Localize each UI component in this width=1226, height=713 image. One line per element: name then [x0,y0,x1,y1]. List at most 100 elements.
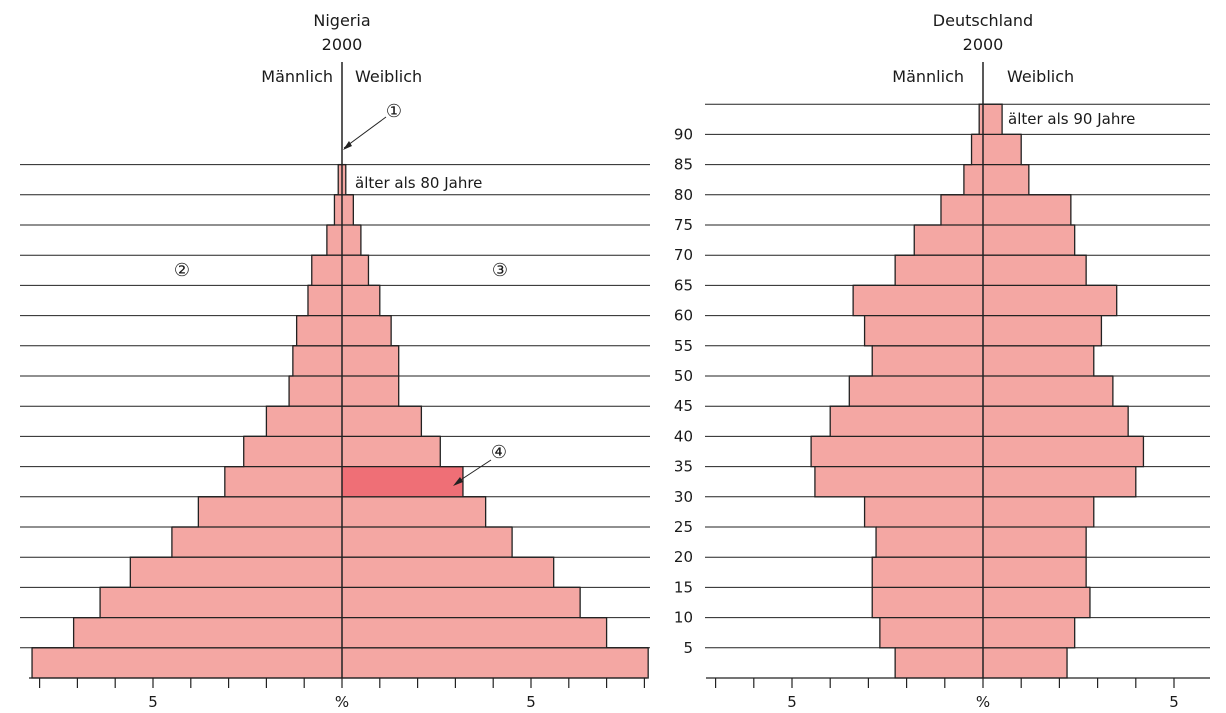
nigeria-male-bar-35-39 [243,436,342,467]
age-tick-label: 75 [674,216,693,234]
age-tick-label: 35 [674,458,693,476]
marker-2: ② [174,260,190,281]
marker-4: ④ [491,442,507,463]
germany-male-bar-80-84 [963,164,983,195]
marker-4-arrowhead [453,477,463,486]
nigeria-male-bar-0-4 [32,647,342,678]
age-tick-label: 45 [674,397,693,415]
germany-female-bar-25-29 [983,496,1094,527]
nigeria-female-bar-25-29 [342,496,486,527]
germany-female-bar-90+ [983,104,1003,135]
age-tick-label: 15 [674,578,693,596]
germany-female-bar-10-14 [983,587,1090,618]
age-tick-label: 50 [674,367,693,385]
axis-layer [29,62,1210,688]
nigeria-male-bar-5-9 [73,617,343,648]
age-tick-label: 30 [674,488,693,506]
germany-female-bar-30-34 [983,466,1136,497]
germany-female-bar-75-79 [983,194,1071,225]
age-tick-label: 85 [674,156,693,174]
germany-female-bar-60-64 [983,285,1117,316]
age-tick-label: 60 [674,307,693,325]
nigeria-female-bar-55-59 [342,315,392,346]
marker-3: ③ [492,260,508,281]
germany-female-bar-35-39 [983,436,1144,467]
germany-older-90-label: älter als 90 Jahre [1008,110,1135,128]
germany-male-bar-65-69 [895,255,983,286]
germany-male-bar-60-64 [853,285,983,316]
nigeria-male-outline [31,163,342,679]
germany-female-label: Weiblich [1007,67,1074,86]
age-tick-label: 90 [674,125,693,143]
nigeria-older-80-label: älter als 80 Jahre [355,174,482,192]
germany-female-bar-70-74 [983,225,1075,256]
nigeria-male-bar-30-34 [224,466,342,497]
nigeria-subtitle: 2000 [322,35,363,54]
marker-4-leader [455,459,492,484]
germany-female-bar-65-69 [983,255,1087,286]
germany-male-bar-85-89 [971,134,983,165]
nigeria-male-bar-20-24 [171,527,342,558]
nigeria-male-bar-60-64 [307,285,342,316]
nigeria-x-tick-center: % [335,693,349,711]
nigeria-female-bar-10-14 [342,587,581,618]
germany-male-bar-50-54 [872,345,983,376]
nigeria-female-bar-50-54 [342,345,399,376]
germany-female-bar-15-19 [983,557,1087,588]
nigeria-female-bar-70-74 [342,225,361,256]
germany-male-bar-55-59 [864,315,983,346]
germany-x-tick-center: % [976,693,990,711]
age-tick-label: 5 [683,639,693,657]
age-tick-label: 55 [674,337,693,355]
germany-male-bar-35-39 [811,436,983,467]
age-tick-label: 20 [674,548,693,566]
nigeria-female-bar-35-39 [342,436,441,467]
nigeria-male-bar-70-74 [326,225,342,256]
age-tick-label: 25 [674,518,693,536]
nigeria-female-bar-5-9 [342,617,607,648]
age-tick-label: 80 [674,186,693,204]
nigeria-female-bar-15-19 [342,557,554,588]
nigeria-male-bar-50-54 [292,345,342,376]
nigeria-x-tick-left: 5 [148,693,158,711]
germany-male-bar-15-19 [872,557,983,588]
germany-female-bar-85-89 [983,134,1022,165]
nigeria-female-bar-80+ [342,164,346,195]
germany-female-bar-40-44 [983,406,1129,437]
nigeria-female-bar-45-49 [342,376,399,407]
marker-1: ① [386,101,402,122]
germany-male-bar-45-49 [849,376,983,407]
nigeria-male-bar-75-79 [334,194,342,225]
nigeria-male-bar-65-69 [311,255,342,286]
germany-x-tick-left: 5 [787,693,797,711]
germany-male-bar-30-34 [814,466,983,497]
germany-female-bar-50-54 [983,345,1094,376]
germany-x-tick-right: 5 [1169,693,1179,711]
germany-female-bar-0-4 [983,647,1068,678]
germany-female-bar-55-59 [983,315,1102,346]
germany-subtitle: 2000 [963,35,1004,54]
germany-male-bar-75-79 [940,194,983,225]
nigeria-title: Nigeria [313,11,370,30]
nigeria-female-bar-0-4 [342,647,649,678]
marker-1-arrowhead [343,141,352,150]
germany-female-bar-20-24 [983,527,1087,558]
nigeria-male-bar-15-19 [130,557,342,588]
marker-1-leader [343,116,387,149]
nigeria-male-bar-10-14 [100,587,342,618]
age-tick-label: 10 [674,609,693,627]
age-tick-label: 65 [674,276,693,294]
nigeria-male-bar-80+ [338,164,342,195]
nigeria-female-bar-30-34 [342,466,463,497]
outline-layer [31,103,1145,679]
germany-female-bar-5-9 [983,617,1075,648]
nigeria-female-label: Weiblich [355,67,422,86]
germany-female-bar-45-49 [983,376,1113,407]
nigeria-male-bar-40-44 [266,406,342,437]
age-tick-label: 40 [674,427,693,445]
germany-male-bar-5-9 [879,617,983,648]
germany-male-bar-0-4 [895,647,983,678]
nigeria-x-tick-right: 5 [526,693,536,711]
age-tick-labels: 5 10 15 20 25 30 35 40 45 50 55 60 65 70 75 80 85 90 [674,125,693,656]
